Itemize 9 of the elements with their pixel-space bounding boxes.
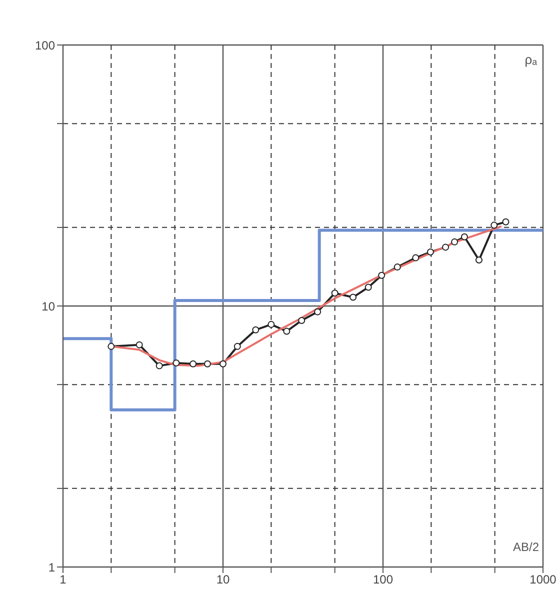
y-tick-label: 100 — [34, 38, 56, 52]
x-tick-label: 10 — [216, 572, 230, 587]
y-axis-title: ρₐ — [524, 52, 537, 67]
x-tick-label: 100 — [372, 572, 394, 587]
y-tick-label: 1 — [48, 560, 56, 574]
y-tick-label: 10 — [42, 299, 56, 314]
x-tick-label: 1000 — [530, 572, 557, 587]
x-axis-title: AB/2 — [512, 540, 539, 554]
x-tick-label: 1 — [60, 572, 67, 587]
